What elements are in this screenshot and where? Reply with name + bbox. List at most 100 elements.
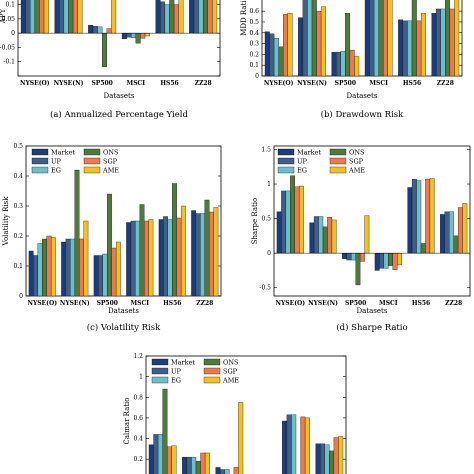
bars-vol (28, 169, 219, 296)
bar-ame-zz28 (212, 0, 218, 34)
bar-market-zz28 (315, 443, 321, 474)
bar-ame-sp500 (115, 241, 121, 296)
bar-up-nyseo (281, 190, 287, 254)
chart-sharpe: -0.5 0 0.5 1 1.5 NYSE(O) NYSE(N) SP500 MSCI HS56 Z… (251, 145, 471, 333)
bar-ame-nyseo (171, 445, 177, 474)
bar-ame-hs56 (420, 13, 426, 76)
x-axis-label: Datasets (347, 92, 378, 100)
bar-up-nyseo (269, 33, 275, 76)
bar-ame-nysen (77, 0, 83, 34)
x-tick-label: MSCI (369, 80, 388, 87)
bar-eg-zz28 (440, 8, 446, 76)
y-tick-label: 0 (19, 293, 23, 300)
bar-market-zz28 (191, 210, 197, 296)
x-tick-label: NYSE(N) (54, 80, 84, 87)
bars-mdd (264, 0, 460, 76)
bar-ame-zz28 (454, 0, 460, 76)
bar-sgp-zz28 (333, 437, 339, 474)
bar-ons-zz28 (204, 199, 210, 296)
bar-up-nyseo (33, 255, 38, 296)
bar-up-hs56 (402, 20, 408, 76)
legend-label-market: Market (171, 359, 195, 367)
bar-sgp-msci (392, 252, 398, 270)
legend-label-sgp: SGP (103, 158, 118, 166)
bar-up-sp500 (98, 255, 103, 296)
x-tick-label: HS56 (163, 300, 181, 307)
y-tick-label: 0 (267, 250, 271, 257)
bar-ons-msci (135, 32, 141, 44)
bar-up-zz28 (444, 211, 450, 254)
legend-label-ame: AME (348, 167, 365, 175)
bar-up-hs56 (411, 179, 417, 254)
bar-up-sp500 (220, 469, 225, 474)
bar-market-nyseo (264, 31, 270, 76)
bar-ame-nyseo (287, 13, 293, 76)
chart-caption: (b) Drawdown Risk (321, 109, 404, 120)
y-axis-label: Calmar Ratio (123, 397, 131, 444)
plot-frame (261, 0, 463, 77)
y-tick-label: 0.2 (133, 456, 143, 463)
bar-sgp-zz28 (449, 8, 455, 76)
bar-eg-msci (383, 252, 389, 269)
bar-ame-nysen (204, 452, 210, 474)
bar-ons-nyseo (34, 0, 40, 34)
bar-ons-msci (388, 252, 393, 266)
bar-up-zz28 (193, 0, 199, 34)
bar-eg-hs56 (164, 4, 170, 34)
bar-market-zz28 (431, 13, 437, 76)
bar-ons-hs56 (172, 183, 177, 296)
y-axis-label: Volatility Risk (2, 196, 10, 247)
bar-sgp-sp500 (106, 28, 112, 34)
bar-eg-hs56 (407, 20, 413, 76)
bar-market-zz28 (440, 214, 445, 254)
x-tick-label: NYSE(O) (264, 80, 294, 87)
legend-swatch-sgp (83, 157, 101, 165)
y-tick-label: 0.6 (133, 415, 143, 422)
bar-ons-nyseo (278, 46, 284, 76)
y-tick-label: 0.05 (2, 16, 16, 23)
y-tick-label: 0 (255, 73, 259, 80)
legend-swatch-ame (83, 166, 101, 174)
bar-market-sp500 (342, 252, 347, 259)
bar-market-nysen (182, 456, 188, 474)
legend-label-ons: ONS (223, 359, 238, 367)
bar-sgp-nysen (200, 452, 206, 474)
bar-market-sp500 (215, 467, 221, 474)
bar-eg-zz28 (198, 0, 204, 34)
bar-ons-sp500 (101, 32, 107, 68)
y-tick-label: 0.5 (13, 143, 23, 150)
bar-sgp-nysen (72, 0, 78, 34)
y-axis-label: MDD Ratio (240, 0, 248, 36)
y-tick-label: 0.1 (13, 263, 23, 270)
legend-swatch-eg (277, 166, 295, 174)
bar-sgp-sp500 (111, 247, 117, 296)
bar-eg-zz28 (324, 444, 330, 474)
bar-up-sp500 (346, 252, 352, 261)
bar-market-msci (374, 252, 380, 271)
y-axis-label: APY (0, 8, 7, 24)
y-tick-label: 0.5 (261, 216, 271, 223)
bar-sgp-nysen (327, 217, 333, 254)
bar-market-hs56 (407, 187, 413, 254)
bar-ame-hs56 (304, 417, 310, 474)
bar-eg-msci (131, 32, 137, 38)
bar-market-hs56 (155, 0, 161, 34)
bar-ame-nyseo (50, 237, 56, 296)
bar-ons-hs56 (411, 0, 417, 76)
bar-market-hs56 (398, 19, 404, 76)
bar-up-zz28 (320, 443, 325, 474)
x-tick-label: NYSE(O) (20, 80, 50, 87)
bar-ons-nysen (74, 169, 80, 296)
y-tick-label: 0.4 (249, 30, 259, 37)
bar-market-nyseo (28, 250, 34, 296)
bar-ons-nysen (195, 461, 201, 474)
bar-ons-nyseo (42, 238, 47, 296)
legend-label-sgp: SGP (349, 158, 364, 166)
bar-eg-zz28 (200, 213, 205, 296)
bar-eg-nysen (318, 216, 324, 254)
legend-swatch-up (31, 157, 49, 165)
x-tick-label: ZZ28 (437, 80, 454, 87)
bar-ame-zz28 (213, 207, 219, 296)
bar-ons-nyseo (290, 175, 295, 254)
